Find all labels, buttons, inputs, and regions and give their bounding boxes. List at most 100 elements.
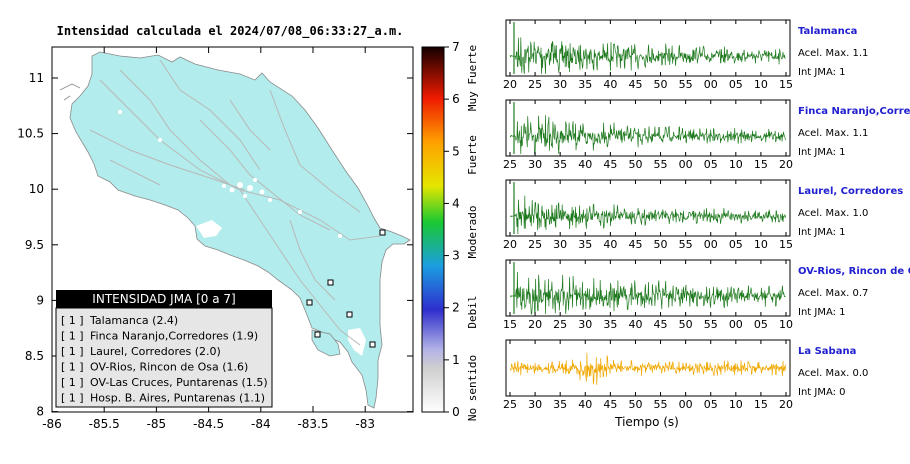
- time-tick-label: 25: [503, 398, 517, 411]
- time-tick-label: 10: [754, 78, 768, 91]
- legend-body: [55, 307, 273, 408]
- waveform-trace: [509, 271, 786, 315]
- lon-tick-label: -83: [355, 417, 375, 431]
- time-axis-label: Tiempo (s): [614, 415, 679, 429]
- time-tick-label: 55: [679, 78, 693, 91]
- max-acceleration: Acel. Max. 1.0: [798, 208, 868, 219]
- station-name: Finca Naranjo,Corredores: [798, 106, 910, 117]
- time-tick-label: 20: [779, 158, 793, 171]
- jma-intensity: Int JMA: 1: [798, 227, 846, 238]
- max-acceleration: Acel. Max. 0.7: [798, 288, 868, 299]
- northwest-coast-bits: [59, 83, 81, 101]
- colorbar-tick-label: 7: [452, 40, 460, 54]
- colorbar-category-label: Debil: [466, 295, 479, 328]
- time-tick-label: 15: [779, 238, 793, 251]
- colorbar-labels: No sentido Debil Moderado Fuerte Muy Fuerte: [466, 45, 479, 421]
- lat-tick-label: 9.5: [25, 238, 44, 252]
- intensity-colorbar: [421, 46, 445, 413]
- time-tick-label: 40: [603, 238, 617, 251]
- time-tick-label: 45: [654, 318, 668, 331]
- time-tick-label: 35: [553, 398, 567, 411]
- time-tick-label: 20: [503, 78, 517, 91]
- colorbar-category-label: Muy Fuerte: [466, 45, 479, 111]
- legend-item-badge: [ 1 ]: [61, 330, 84, 343]
- time-tick-label: 55: [654, 398, 668, 411]
- waveform-trace: [509, 115, 786, 155]
- nicoya-gulf-notch: [196, 220, 222, 238]
- lon-tick-label: -85: [147, 417, 167, 431]
- costa-rica-land: [69, 51, 411, 409]
- colorbar-ticks: 0 1 2 3 4 5 6 7: [444, 40, 460, 419]
- legend-item-label: Finca Naranjo,Corredores (1.9): [90, 330, 258, 343]
- time-tick-label: 20: [528, 318, 542, 331]
- time-tick-label: 25: [528, 238, 542, 251]
- colorbar-tick-label: 3: [452, 249, 460, 263]
- max-acceleration: Acel. Max. 0.0: [798, 368, 868, 379]
- lat-tick-label: 8: [36, 405, 44, 419]
- legend-header-bar: [56, 290, 272, 308]
- waveform-frame: [505, 179, 791, 237]
- time-tick-label: 00: [729, 318, 743, 331]
- waveform-trace: [509, 352, 786, 385]
- time-tick-label: 00: [704, 238, 718, 251]
- legend-item-label: Laurel, Corredores (2.0): [90, 345, 221, 358]
- time-tick-label: 05: [704, 158, 718, 171]
- station-markers: [306, 229, 386, 348]
- time-tick-label: 40: [628, 318, 642, 331]
- colorbar-category-label: No sentido: [466, 355, 479, 421]
- time-tick-label: 10: [754, 238, 768, 251]
- legend-item-label: OV-Las Cruces, Puntarenas (1.5): [90, 376, 268, 389]
- max-acceleration: Acel. Max. 1.1: [798, 48, 868, 59]
- golfo-dulce: [348, 328, 366, 356]
- jma-intensity: Int JMA: 0: [798, 387, 846, 398]
- waveform-panel: 20 25 30 35 40 45 50 55 00 05 10 15 Talamanca Acel. M…: [503, 19, 868, 91]
- lon-tick-label: -83.5: [297, 417, 328, 431]
- lat-tick-label: 11: [29, 71, 44, 85]
- time-tick-label: 35: [578, 78, 592, 91]
- legend-item-badge: [ 1 ]: [61, 376, 84, 389]
- legend-item-label: Talamanca (2.4): [89, 314, 178, 327]
- time-tick-label: 20: [503, 238, 517, 251]
- jma-intensity: Int JMA: 1: [798, 67, 846, 78]
- time-tick-label: 55: [704, 318, 718, 331]
- waveform-trace: [509, 195, 786, 235]
- road-network: [89, 59, 381, 346]
- map-frame: [51, 46, 414, 413]
- lat-tick-label: 10: [29, 182, 44, 196]
- time-tick-label: 15: [754, 158, 768, 171]
- jma-intensity: Int JMA: 1: [798, 147, 846, 158]
- legend-item-label: OV-Rios, Rincon de Osa (1.6): [90, 361, 248, 374]
- time-tick-label: 15: [779, 78, 793, 91]
- time-tick-label: 05: [729, 78, 743, 91]
- time-tick-label: 30: [578, 318, 592, 331]
- legend-item-badge: [ 1 ]: [61, 361, 84, 374]
- legend-item-label: Hosp. B. Aires, Puntarenas (1.1): [90, 392, 265, 405]
- time-tick-label: 45: [628, 238, 642, 251]
- legend-item-badge: [ 1 ]: [61, 345, 84, 358]
- time-tick-label: 50: [679, 318, 693, 331]
- legend-item-badge: [ 1 ]: [61, 314, 84, 327]
- time-tick-label: 15: [503, 318, 517, 331]
- time-tick-label: 05: [754, 318, 768, 331]
- legend-item-badge: [ 1 ]: [61, 392, 84, 405]
- time-tick-label: 50: [628, 158, 642, 171]
- time-tick-label: 55: [654, 158, 668, 171]
- time-tick-label: 00: [679, 158, 693, 171]
- waveform-panel: 20 25 30 35 40 45 50 55 00 05 10 15 Laurel, Corredor…: [503, 179, 903, 251]
- station-name: Talamanca: [798, 26, 857, 37]
- colorbar-tick-label: 5: [452, 144, 460, 158]
- time-tick-label: 05: [704, 398, 718, 411]
- colorbar-tick-label: 6: [452, 92, 460, 106]
- time-tick-label: 20: [779, 398, 793, 411]
- lon-tick-label: -84: [251, 417, 271, 431]
- time-tick-label: 15: [754, 398, 768, 411]
- station-name: Laurel, Corredores: [798, 186, 903, 197]
- time-tick-label: 00: [679, 398, 693, 411]
- waveform-trace: [509, 37, 786, 75]
- time-tick-label: 30: [553, 238, 567, 251]
- colorbar-category-label: Fuerte: [466, 135, 479, 175]
- time-tick-label: 10: [779, 318, 793, 331]
- lat-tick-label: 10.5: [17, 127, 44, 141]
- longitude-axis: -86 -85.5 -85 -84.5 -84 -83.5 -83: [42, 47, 375, 431]
- waveform-panel: 25 30 35 40 45 50 55 00 05 10 15 20 Finca Naranjo,Co…: [503, 99, 910, 171]
